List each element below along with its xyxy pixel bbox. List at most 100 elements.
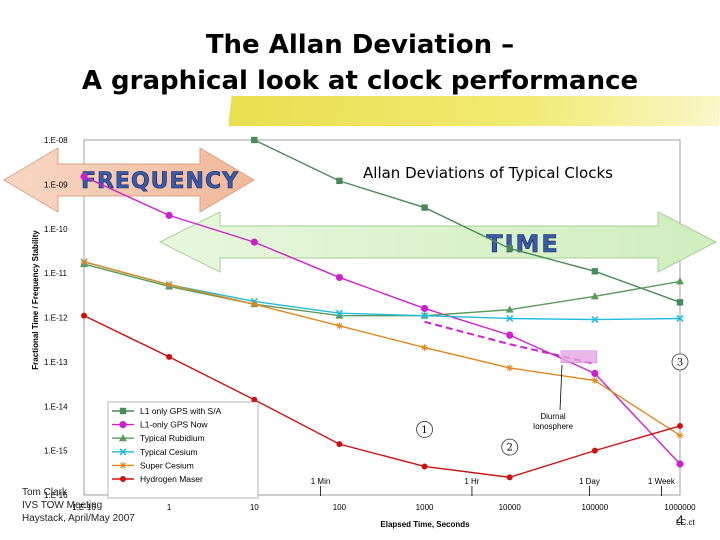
legend-swatch-marker <box>119 421 127 429</box>
legend-entry: Hydrogen Maser <box>140 474 203 484</box>
data-point <box>165 281 173 289</box>
circled-number-text: 1 <box>421 425 427 436</box>
legend-box <box>107 401 259 499</box>
time-marker-label: 1 Week <box>648 477 676 486</box>
data-point <box>591 315 599 324</box>
legend-swatch-marker <box>119 448 127 456</box>
data-point <box>676 431 684 439</box>
data-point <box>506 331 514 339</box>
time-arrow <box>158 211 718 273</box>
frequency-arrow <box>3 147 255 213</box>
legend-entry: Typical Rubidium <box>140 433 205 443</box>
slide-title-line-2: A graphical look at clock performance <box>81 66 639 96</box>
data-point <box>677 422 683 429</box>
legend-entry: Typical Cesium <box>140 447 198 457</box>
legend-swatch-marker <box>119 461 127 469</box>
y-tick-label: 1.E-15 <box>44 447 68 456</box>
data-point <box>591 447 598 454</box>
time-marker-label: 1 Day <box>579 477 600 486</box>
x-tick-label: 100000 <box>582 503 609 512</box>
series-line <box>253 139 681 303</box>
data-point <box>166 353 173 360</box>
data-point <box>81 312 87 319</box>
data-point <box>591 268 599 275</box>
y-tick-label: 1.E-08 <box>44 136 68 145</box>
data-point <box>676 460 684 468</box>
footer: Tom Clark IVS TOW Meeting Haystack, Apri… <box>22 486 135 525</box>
data-point <box>506 364 514 372</box>
data-point <box>250 238 258 246</box>
data-point <box>676 299 684 306</box>
series-line <box>83 175 681 465</box>
data-point <box>421 312 429 320</box>
diurnal-label-2: Ionosphere <box>533 422 574 431</box>
series-5 <box>81 312 683 481</box>
data-point <box>165 211 173 219</box>
legend-swatch-marker <box>119 407 127 415</box>
x-axis-title: Elapsed Time, Seconds <box>380 520 470 529</box>
legend-entry: L1-only GPS Now <box>140 420 208 430</box>
x-tick-label: 1 <box>167 503 172 512</box>
data-point <box>335 273 344 282</box>
data-point <box>335 311 344 319</box>
x-tick-label: 1000000 <box>664 503 696 512</box>
data-point <box>506 314 514 323</box>
circled-number-text: 2 <box>507 443 513 454</box>
x-tick-label: 1.E-16 <box>72 503 96 512</box>
data-point <box>421 344 429 352</box>
series-line <box>83 315 681 479</box>
x-tick-label: 1000 <box>416 503 434 512</box>
y-tick-label: 1.E-11 <box>44 269 68 278</box>
x-tick-label: 100 <box>333 503 347 512</box>
data-point <box>590 292 599 300</box>
x-tick-label: 10 <box>250 503 259 512</box>
corner-label: LC.ct <box>676 518 695 527</box>
data-point <box>506 474 513 481</box>
time-label: TIME <box>486 230 560 258</box>
data-point <box>420 304 429 313</box>
series-line <box>83 261 681 437</box>
data-point <box>251 136 258 144</box>
data-point <box>421 463 428 470</box>
y-tick-label: 1.E-14 <box>44 402 68 411</box>
legend-entry: L1 only GPS with S/A <box>140 406 222 416</box>
series-line <box>83 263 681 317</box>
x-tick-label: 10000 <box>499 503 522 512</box>
data-point <box>250 300 258 308</box>
series-1 <box>80 172 684 468</box>
chart-title: Allan Deviations of Typical Clocks <box>363 164 613 182</box>
diurnal-label-1: Diurnal <box>540 412 566 421</box>
page-number: 4 <box>676 512 684 528</box>
series-0 <box>251 136 684 306</box>
footer-location-date: Haystack, April/May 2007 <box>22 513 135 524</box>
footer-meeting: IVS TOW Meeting <box>22 500 103 511</box>
data-point <box>505 305 514 313</box>
data-point <box>591 369 599 377</box>
data-point <box>335 309 343 317</box>
data-point <box>336 177 343 185</box>
data-point <box>676 277 684 285</box>
slide-title-line-1: The Allan Deviation – <box>205 30 515 60</box>
data-point <box>336 441 343 448</box>
data-point <box>335 322 343 330</box>
diurnal-pointer <box>559 364 563 411</box>
legend-entry: Super Cesium <box>140 460 194 470</box>
y-tick-label: 1.E-13 <box>44 358 68 367</box>
legend-swatch-marker <box>119 434 127 442</box>
data-point <box>251 396 258 403</box>
data-point <box>421 204 428 211</box>
circled-number-text: 3 <box>677 357 683 368</box>
diurnal-band <box>560 350 598 364</box>
footer-author: Tom Clark <box>22 487 68 498</box>
legend-swatch-marker <box>120 476 126 482</box>
frequency-label: FREQUENCY <box>81 169 239 194</box>
y-axis-title: Fractional Time / Frequency Stability <box>31 230 40 370</box>
y-tick-label: 1.E-12 <box>44 314 68 323</box>
time-marker-label: 1 Min <box>311 477 331 486</box>
circled-number-marker <box>416 421 433 438</box>
y-tick-label: 1.E-16 <box>44 491 68 500</box>
y-tick-label: 1.E-10 <box>44 225 68 234</box>
circled-number-marker <box>501 438 519 456</box>
series-4 <box>80 258 684 439</box>
